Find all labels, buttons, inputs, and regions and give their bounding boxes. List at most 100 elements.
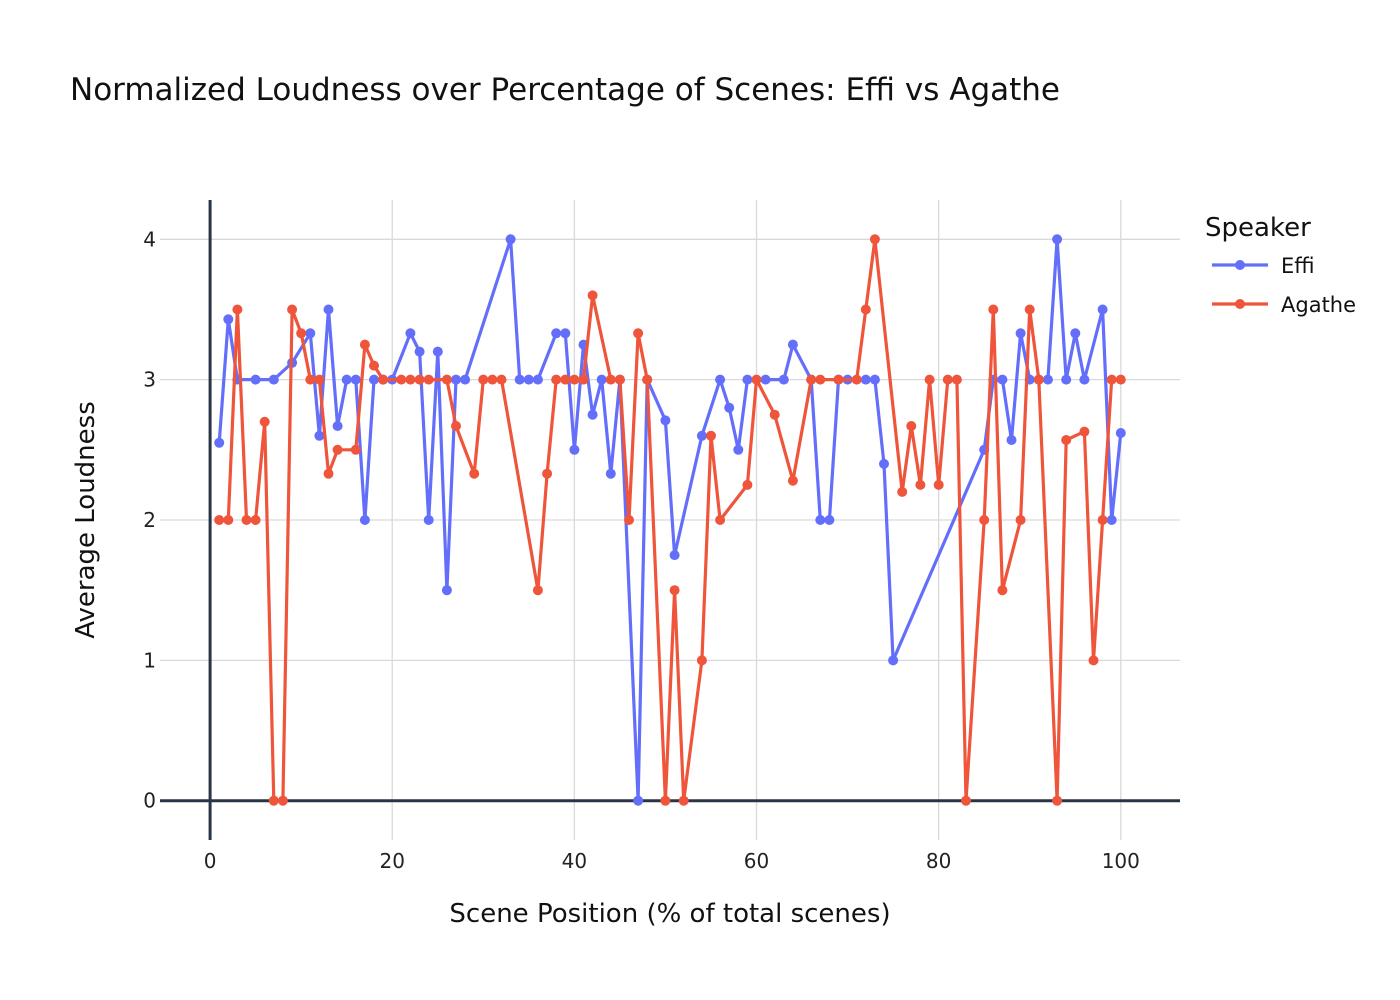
data-point-effi[interactable] <box>523 374 534 385</box>
data-point-agathe[interactable] <box>933 479 944 490</box>
data-point-effi[interactable] <box>860 374 871 385</box>
data-point-agathe[interactable] <box>942 374 953 385</box>
data-point-agathe[interactable] <box>1052 795 1063 806</box>
data-point-agathe[interactable] <box>569 374 580 385</box>
data-point-agathe[interactable] <box>323 468 334 479</box>
data-point-effi[interactable] <box>405 328 416 339</box>
data-point-effi[interactable] <box>323 304 334 315</box>
data-point-effi[interactable] <box>250 374 261 385</box>
data-point-agathe[interactable] <box>241 515 252 525</box>
data-point-agathe[interactable] <box>787 475 798 486</box>
data-point-agathe[interactable] <box>860 304 871 315</box>
data-point-agathe[interactable] <box>560 374 571 385</box>
data-point-agathe[interactable] <box>906 421 917 431</box>
data-point-effi[interactable] <box>587 409 598 420</box>
data-point-effi[interactable] <box>888 655 899 666</box>
data-point-agathe[interactable] <box>742 479 753 490</box>
data-point-effi[interactable] <box>1006 435 1017 445</box>
data-point-agathe[interactable] <box>988 304 999 315</box>
data-point-agathe[interactable] <box>451 421 461 431</box>
data-point-effi[interactable] <box>733 444 744 455</box>
data-point-effi[interactable] <box>350 374 361 385</box>
data-point-agathe[interactable] <box>1106 374 1117 385</box>
data-point-effi[interactable] <box>1052 234 1063 245</box>
data-point-agathe[interactable] <box>268 795 279 806</box>
data-point-effi[interactable] <box>1070 328 1081 339</box>
data-point-effi[interactable] <box>742 374 753 385</box>
data-point-agathe[interactable] <box>369 360 379 371</box>
data-point-effi[interactable] <box>669 550 680 561</box>
data-point-effi[interactable] <box>359 515 370 525</box>
data-point-agathe[interactable] <box>961 795 971 806</box>
data-point-agathe[interactable] <box>1097 515 1108 525</box>
data-point-agathe[interactable] <box>578 374 589 385</box>
data-point-effi[interactable] <box>1015 328 1026 339</box>
data-point-agathe[interactable] <box>669 585 680 596</box>
data-point-effi[interactable] <box>724 402 735 413</box>
data-point-agathe[interactable] <box>1033 374 1044 385</box>
data-point-agathe[interactable] <box>851 374 862 385</box>
data-point-agathe[interactable] <box>660 795 671 806</box>
data-point-effi[interactable] <box>560 328 571 339</box>
data-point-agathe[interactable] <box>487 374 498 385</box>
data-point-effi[interactable] <box>1115 428 1126 438</box>
data-point-effi[interactable] <box>824 515 835 525</box>
data-point-effi[interactable] <box>997 374 1008 385</box>
data-point-effi[interactable] <box>815 515 826 525</box>
data-point-effi[interactable] <box>633 795 644 806</box>
data-point-agathe[interactable] <box>314 374 325 385</box>
data-point-agathe[interactable] <box>542 468 553 479</box>
data-point-agathe[interactable] <box>496 374 507 385</box>
data-point-effi[interactable] <box>715 374 726 385</box>
data-point-effi[interactable] <box>569 444 580 455</box>
data-point-agathe[interactable] <box>869 234 880 245</box>
data-point-agathe[interactable] <box>1115 374 1126 385</box>
data-point-agathe[interactable] <box>359 339 370 350</box>
data-point-agathe[interactable] <box>1024 304 1035 315</box>
data-point-effi[interactable] <box>223 314 234 325</box>
data-point-agathe[interactable] <box>997 585 1008 596</box>
data-point-agathe[interactable] <box>332 444 343 455</box>
data-point-agathe[interactable] <box>587 290 598 301</box>
data-point-effi[interactable] <box>551 328 562 339</box>
data-point-effi[interactable] <box>879 458 889 469</box>
data-point-effi[interactable] <box>696 430 707 441</box>
data-point-agathe[interactable] <box>915 479 926 490</box>
data-point-agathe[interactable] <box>815 374 826 385</box>
data-point-agathe[interactable] <box>897 486 908 497</box>
data-point-effi[interactable] <box>869 374 880 385</box>
data-point-effi[interactable] <box>532 374 543 385</box>
data-point-effi[interactable] <box>1042 374 1053 385</box>
data-point-agathe[interactable] <box>478 374 489 385</box>
data-point-effi[interactable] <box>505 234 516 245</box>
data-point-effi[interactable] <box>1061 374 1072 385</box>
data-point-agathe[interactable] <box>350 444 361 455</box>
data-point-effi[interactable] <box>423 515 434 525</box>
data-point-effi[interactable] <box>660 415 671 426</box>
data-point-effi[interactable] <box>441 585 452 596</box>
data-point-agathe[interactable] <box>951 374 962 385</box>
data-point-agathe[interactable] <box>469 468 480 479</box>
data-point-agathe[interactable] <box>551 374 562 385</box>
data-point-agathe[interactable] <box>614 374 625 385</box>
data-point-agathe[interactable] <box>751 374 762 385</box>
data-point-agathe[interactable] <box>378 374 389 385</box>
data-point-agathe[interactable] <box>214 515 225 525</box>
data-point-agathe[interactable] <box>223 515 234 525</box>
data-point-effi[interactable] <box>605 468 616 479</box>
data-point-effi[interactable] <box>332 421 343 431</box>
data-point-agathe[interactable] <box>1015 515 1026 525</box>
data-point-agathe[interactable] <box>405 374 416 385</box>
data-point-effi[interactable] <box>1106 515 1117 525</box>
data-point-agathe[interactable] <box>979 515 990 525</box>
data-point-effi[interactable] <box>760 374 771 385</box>
data-point-agathe[interactable] <box>605 374 616 385</box>
data-point-effi[interactable] <box>214 437 225 448</box>
data-point-effi[interactable] <box>1097 304 1108 315</box>
data-point-agathe[interactable] <box>924 374 935 385</box>
data-point-effi[interactable] <box>369 374 379 385</box>
data-point-agathe[interactable] <box>642 374 653 385</box>
data-point-effi[interactable] <box>778 374 789 385</box>
data-point-agathe[interactable] <box>287 304 298 315</box>
data-point-agathe[interactable] <box>414 374 425 385</box>
